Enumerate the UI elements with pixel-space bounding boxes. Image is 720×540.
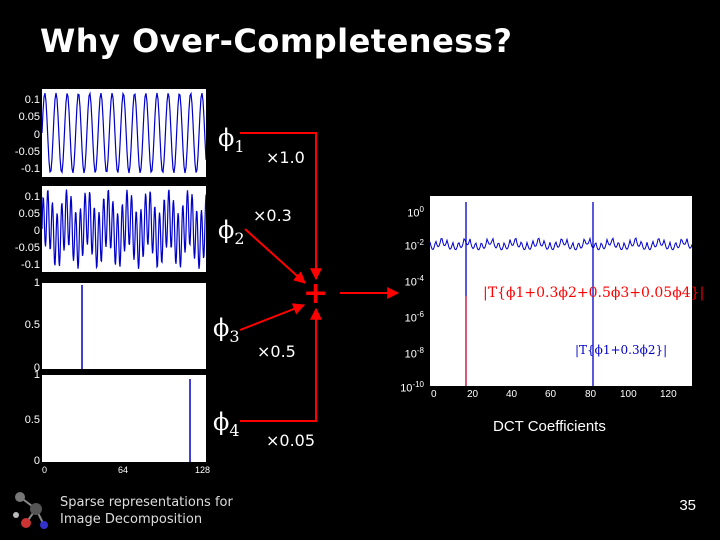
tick: 0.5: [24, 414, 40, 426]
partial-signal-annotation: |T{ϕ1+0.3ϕ2}|: [575, 343, 668, 357]
x-tick: 80: [585, 389, 597, 400]
tick: 1: [33, 369, 40, 381]
y-tick: 10-8: [404, 346, 424, 361]
atom4-spike: [189, 379, 191, 462]
dct-plot: [429, 196, 693, 386]
tick: -0.05: [14, 242, 40, 254]
y-tick: 10-2: [404, 238, 424, 253]
arrow-atom2: [244, 228, 306, 284]
tick: 0.05: [18, 111, 40, 123]
y-tick: 100: [407, 205, 424, 220]
tick: 0: [33, 129, 40, 141]
tick: -0.05: [14, 146, 40, 158]
tick: 0: [33, 225, 40, 237]
x-tick: 128: [195, 465, 211, 475]
page-title: Why Over-Completeness?: [40, 22, 513, 60]
tick: 1: [33, 277, 40, 289]
tick: 0.5: [24, 319, 40, 331]
molecule-logo-icon: [8, 485, 52, 535]
atom4-label: ϕ4: [213, 408, 240, 440]
x-tick: 20: [467, 389, 479, 400]
atom3-plot: [42, 283, 206, 369]
atom1-waveform: [41, 91, 207, 175]
x-tick: 0: [42, 465, 48, 475]
x-tick: 100: [620, 389, 637, 400]
tick: 0: [33, 362, 40, 374]
full-signal-annotation: |T{ϕ1+0.3ϕ2+0.5ϕ3+0.05ϕ4}|: [483, 285, 705, 301]
coefficient-3: ×0.5: [257, 342, 296, 361]
tick: -0.1: [21, 259, 40, 271]
coefficient-2: ×0.3: [253, 206, 292, 225]
x-tick: 64: [118, 465, 129, 475]
atom2-plot: [41, 186, 207, 272]
tick: -0.1: [21, 163, 40, 175]
atom2-label: ϕ2: [218, 216, 245, 248]
footer-line-1: Sparse representations for: [60, 495, 233, 510]
tick: 0.1: [24, 94, 40, 106]
arrow-atom4: [240, 307, 322, 422]
footer-text: Sparse representations for Image Decompo…: [60, 494, 233, 528]
x-tick: 0: [431, 389, 437, 400]
coefficient-1: ×1.0: [266, 148, 305, 167]
arrow-atom3: [239, 303, 306, 331]
tick: 0.1: [24, 191, 40, 203]
tick: 0: [33, 455, 40, 467]
dct-plot-canvas: [429, 202, 693, 386]
y-tick: 10-10: [400, 380, 424, 395]
footer-line-2: Image Decomposition: [60, 512, 203, 527]
dct-axis-label: DCT Coefficients: [493, 418, 606, 435]
x-tick: 120: [660, 389, 677, 400]
coefficient-4: ×0.05: [266, 431, 316, 450]
page-number: 35: [679, 497, 696, 514]
atom3-spike: [81, 285, 83, 369]
sum-symbol: +: [303, 276, 329, 311]
y-tick: 10-4: [404, 274, 424, 289]
atom1-label: ϕ1: [218, 124, 245, 156]
atom2-waveform: [41, 189, 207, 270]
y-tick: 10-6: [404, 310, 424, 325]
atom1-plot: [41, 89, 207, 177]
x-tick: 60: [545, 389, 557, 400]
atom4-plot: [42, 375, 206, 462]
x-tick: 40: [506, 389, 518, 400]
atom3-label: ϕ3: [213, 314, 240, 346]
tick: 0.05: [18, 208, 40, 220]
